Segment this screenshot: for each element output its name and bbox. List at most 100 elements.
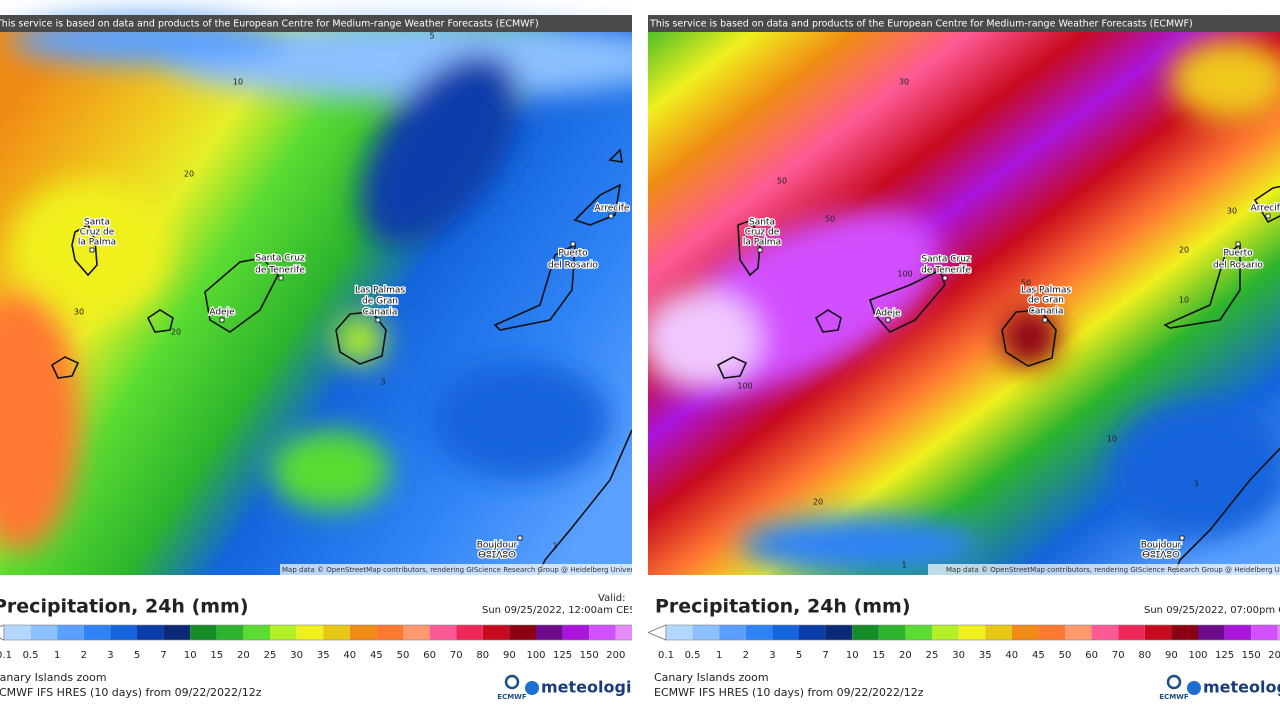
colorbar-cell bbox=[1171, 625, 1198, 640]
colorbar-label: 35 bbox=[979, 650, 992, 661]
contour-label: 1 bbox=[552, 542, 557, 551]
city-label: Adeje bbox=[209, 308, 235, 318]
colorbar-label: 200 bbox=[1268, 650, 1280, 661]
colorbar-cell bbox=[190, 625, 217, 640]
colorbar-label: 100 bbox=[1188, 650, 1207, 661]
city-marker bbox=[942, 275, 948, 281]
colorbar-cell bbox=[1118, 625, 1145, 640]
city-marker bbox=[517, 535, 523, 541]
colorbar-cell bbox=[905, 625, 932, 640]
city-label: Adeje bbox=[875, 309, 901, 319]
contour-label: 50 bbox=[777, 177, 787, 186]
colorbar-label: 2 bbox=[743, 650, 749, 661]
left-map bbox=[0, 15, 632, 575]
contour-label: 10 bbox=[233, 78, 243, 87]
colorbar-label: 0.5 bbox=[23, 650, 39, 661]
map-title: Precipitation, 24h (mm) bbox=[0, 596, 249, 618]
city-label: Arrecife bbox=[595, 204, 630, 214]
colorbar-cell bbox=[772, 625, 799, 640]
city-marker bbox=[1179, 535, 1185, 541]
colorbar-label: 10 bbox=[184, 650, 197, 661]
colorbar-cell bbox=[1091, 625, 1119, 640]
colorbar-cell bbox=[403, 625, 430, 640]
colorbar-cell bbox=[137, 625, 164, 640]
colorbar-label: 60 bbox=[1085, 650, 1098, 661]
city-label: de Tenerife bbox=[255, 266, 305, 276]
colorbar-cell bbox=[932, 625, 959, 640]
city-label: de Tenerife bbox=[921, 266, 971, 276]
colorbar-cell bbox=[110, 625, 137, 640]
city-label: del Rosario bbox=[1213, 261, 1263, 271]
city-marker bbox=[608, 213, 614, 219]
colorbar-label: 0.1 bbox=[658, 650, 674, 661]
colorbar-cell bbox=[1198, 625, 1225, 640]
contour-label: 20 bbox=[1179, 246, 1189, 255]
valid-time: Sun 09/25/2022, 07:00pm CEST bbox=[1144, 605, 1280, 616]
colorbar-label: 3 bbox=[769, 650, 775, 661]
city-marker bbox=[89, 247, 95, 253]
city-label: Puerto bbox=[1223, 249, 1253, 259]
city-label: ⴱⵓⵊⴷⵓⵔ bbox=[478, 551, 516, 561]
contour-label: 1 bbox=[901, 561, 906, 570]
contour-label: 30 bbox=[1227, 207, 1237, 216]
colorbar-cell bbox=[296, 625, 324, 640]
colorbar-under bbox=[0, 624, 5, 641]
island-outline bbox=[814, 309, 842, 333]
contour-label: 20 bbox=[184, 170, 194, 179]
colorbar-label: 1 bbox=[54, 650, 60, 661]
contour-label: 20 bbox=[171, 328, 181, 337]
island-outline bbox=[608, 148, 623, 163]
city-marker bbox=[1042, 317, 1048, 323]
attribution-bar bbox=[928, 564, 1280, 575]
colorbar-cell bbox=[456, 625, 483, 640]
colorbar-label: 5 bbox=[134, 650, 140, 661]
contour-label: 30 bbox=[899, 78, 909, 87]
colorbar-cell bbox=[958, 625, 986, 640]
contour-label: 3 bbox=[380, 378, 385, 387]
colorbar-cell bbox=[536, 625, 563, 640]
colorbar-label: 30 bbox=[290, 650, 303, 661]
site-logo: meteologix.com bbox=[541, 678, 685, 697]
colorbar-label: 10 bbox=[846, 650, 859, 661]
colorbar-label: 20 bbox=[237, 650, 250, 661]
site-logo: meteologix.com bbox=[1203, 678, 1280, 697]
valid-time: Sun 09/25/2022, 12:00am CEST bbox=[482, 605, 643, 616]
contour-label: 100 bbox=[737, 382, 752, 391]
contour-label: 50 bbox=[1021, 279, 1031, 288]
header-text: This service is based on data and produc… bbox=[649, 19, 1193, 30]
colorbar-cell bbox=[83, 625, 111, 640]
colorbar-cell bbox=[852, 625, 879, 640]
island-outline bbox=[573, 183, 622, 226]
region: Canary Islands zoom bbox=[0, 671, 107, 684]
ecmwf-logo-mark bbox=[1166, 674, 1182, 690]
city-label: Santa Cruz bbox=[921, 255, 971, 265]
city-label: de Gran bbox=[362, 297, 398, 307]
city-marker bbox=[885, 317, 891, 323]
header-text: This service is based on data and produc… bbox=[0, 19, 539, 30]
colorbar-cell bbox=[666, 625, 693, 640]
ecmwf-logo: ECMWF bbox=[497, 693, 527, 701]
island-outline bbox=[737, 218, 761, 277]
city-marker bbox=[1235, 241, 1241, 247]
contour-label: 3 bbox=[1193, 480, 1198, 489]
colorbar-label: 15 bbox=[872, 650, 885, 661]
city-label: Canaria bbox=[363, 308, 398, 318]
colorbar-cell bbox=[1277, 625, 1280, 640]
attribution: Map data © OpenStreetMap contributors, r… bbox=[946, 566, 1280, 574]
colorbar-cell bbox=[878, 625, 906, 640]
colorbar-cell bbox=[163, 625, 191, 640]
city-marker bbox=[219, 317, 225, 323]
island-outline bbox=[493, 243, 576, 331]
colorbar-label: 50 bbox=[397, 650, 410, 661]
island-outline bbox=[71, 223, 98, 277]
colorbar-label: 60 bbox=[423, 650, 436, 661]
colorbar-cell bbox=[985, 625, 1012, 640]
colorbar-label: 40 bbox=[343, 650, 356, 661]
colorbar-label: 50 bbox=[1059, 650, 1072, 661]
city-marker bbox=[570, 241, 576, 247]
colorbar-label: 200 bbox=[606, 650, 625, 661]
contour-label: 10 bbox=[1107, 435, 1117, 444]
colorbar-cell bbox=[243, 625, 270, 640]
attribution: Map data © OpenStreetMap contributors, r… bbox=[282, 566, 646, 574]
